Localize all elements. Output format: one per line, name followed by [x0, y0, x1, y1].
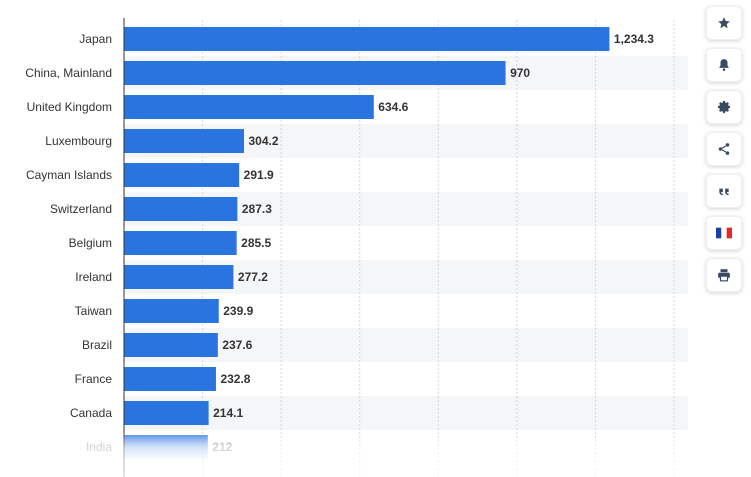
value-label: 287.3 — [242, 202, 272, 216]
value-label: 277.2 — [238, 270, 268, 284]
bar[interactable] — [124, 231, 237, 255]
toolbar — [706, 6, 742, 292]
row-stripe — [124, 328, 688, 362]
category-label: France — [75, 372, 113, 386]
bar[interactable] — [124, 265, 234, 289]
bar-chart-svg: Japan 1,234.3 China, Mainland 970 United Kin… — [25, 18, 688, 477]
chart: Japan 1,234.3 China, Mainland 970 United Kin… — [0, 18, 690, 477]
value-label: 634.6 — [378, 100, 408, 114]
value-label: 304.2 — [249, 134, 279, 148]
category-label: Ireland — [75, 270, 112, 284]
value-label: 970 — [510, 66, 530, 80]
star-icon — [718, 17, 730, 29]
category-label: Luxembourg — [45, 134, 112, 148]
value-label: 237.6 — [222, 338, 252, 352]
category-label: Canada — [70, 406, 112, 420]
french-flag-icon — [716, 227, 732, 239]
category-label: United Kingdom — [27, 100, 112, 114]
value-label: 214.1 — [213, 406, 243, 420]
bar[interactable] — [124, 333, 218, 357]
cite-button[interactable] — [706, 174, 742, 208]
value-label: 212 — [212, 440, 232, 454]
bar[interactable] — [124, 401, 209, 425]
category-label: Japan — [79, 32, 112, 46]
category-label: Taiwan — [75, 304, 112, 318]
language-button[interactable] — [706, 216, 742, 250]
category-label: China, Mainland — [25, 66, 112, 80]
bar[interactable] — [124, 61, 506, 85]
quote-icon — [719, 188, 729, 196]
bar[interactable] — [124, 435, 208, 459]
bar[interactable] — [124, 129, 245, 153]
notification-button[interactable] — [706, 48, 742, 82]
value-label: 285.5 — [241, 236, 271, 250]
bar[interactable] — [124, 367, 216, 391]
row-stripe — [124, 396, 688, 430]
print-icon — [718, 269, 730, 282]
share-icon — [718, 143, 730, 155]
value-label: 232.8 — [220, 372, 250, 386]
value-label: 1,234.3 — [614, 32, 654, 46]
bell-icon — [719, 59, 729, 71]
category-label: Belgium — [69, 236, 112, 250]
bar[interactable] — [124, 95, 374, 119]
value-label: 291.9 — [244, 168, 274, 182]
bar[interactable] — [124, 197, 238, 221]
favorite-button[interactable] — [706, 6, 742, 40]
category-label: Switzerland — [50, 202, 112, 216]
bar[interactable] — [124, 299, 219, 323]
category-label: India — [86, 440, 112, 454]
bar[interactable] — [124, 27, 610, 51]
settings-button[interactable] — [706, 90, 742, 124]
value-label: 239.9 — [223, 304, 253, 318]
share-button[interactable] — [706, 132, 742, 166]
print-button[interactable] — [706, 258, 742, 292]
category-label: Cayman Islands — [26, 168, 112, 182]
gear-icon — [717, 100, 731, 114]
bar[interactable] — [124, 163, 240, 187]
category-label: Brazil — [82, 338, 112, 352]
